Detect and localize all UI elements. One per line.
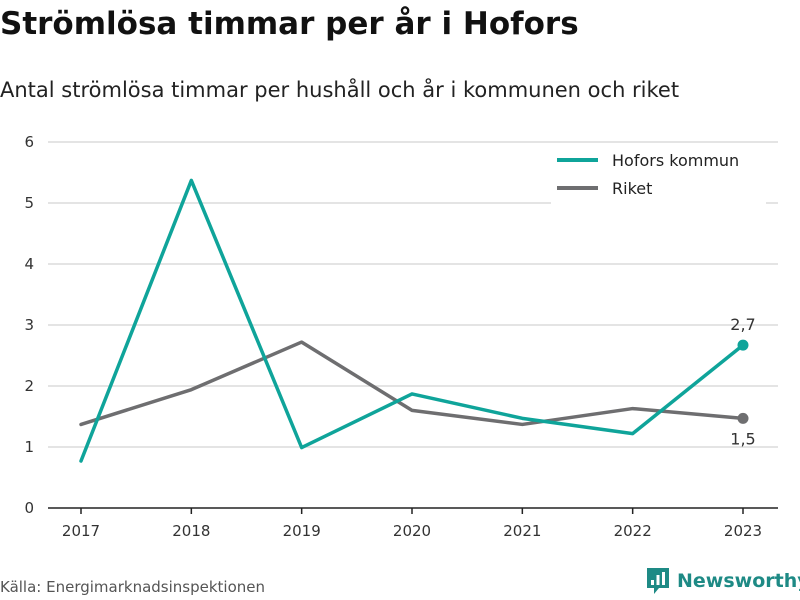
series-end-point-hofors-kommun xyxy=(737,339,749,351)
legend-box xyxy=(551,146,766,204)
chart-subtitle: Antal strömlösa timmar per hushåll och å… xyxy=(0,78,680,102)
series-line-riket xyxy=(79,340,745,427)
y-tick-label-5: 5 xyxy=(24,194,34,212)
series-end-point-riket xyxy=(737,412,749,424)
y-tick-label-4: 4 xyxy=(24,255,34,273)
x-tick-label-2021: 2021 xyxy=(503,522,541,540)
x-tick-label-2017: 2017 xyxy=(62,522,100,540)
y-tick-label-0: 0 xyxy=(24,499,34,517)
end-label-hofors-kommun: 2,7 xyxy=(730,315,755,334)
legend-label-riket: Riket xyxy=(612,179,652,198)
y-tick-label-1: 1 xyxy=(24,438,34,456)
x-tick-label-2018: 2018 xyxy=(172,522,210,540)
series-line-hofors-kommun xyxy=(79,178,745,463)
chart-title: Strömlösa timmar per år i Hofors xyxy=(0,6,579,42)
x-tick-label-2019: 2019 xyxy=(283,522,321,540)
end-label-riket: 1,5 xyxy=(730,429,755,448)
x-tick-label-2020: 2020 xyxy=(393,522,431,540)
x-tick-label-2022: 2022 xyxy=(614,522,652,540)
newsworthy-logo-icon xyxy=(647,568,669,594)
brand-name: Newsworthy xyxy=(677,570,800,592)
y-tick-label-6: 6 xyxy=(24,133,34,151)
x-tick-label-2023: 2023 xyxy=(724,522,762,540)
brand-logo: Newsworthy xyxy=(645,566,800,596)
legend-label-hofors-kommun: Hofors kommun xyxy=(612,151,739,170)
y-tick-label-2: 2 xyxy=(24,377,34,395)
source-note: Källa: Energimarknadsinspektionen xyxy=(0,578,266,596)
y-tick-label-3: 3 xyxy=(24,316,34,334)
